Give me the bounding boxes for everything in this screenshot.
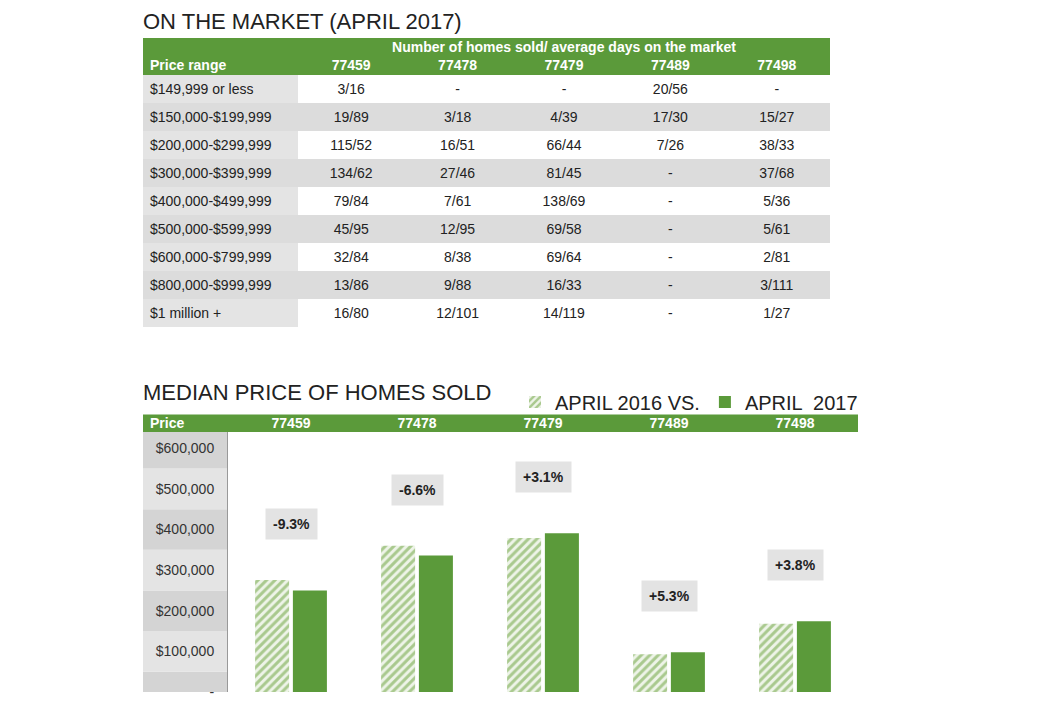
html-text:$300,000-$399,999: $300,000-$399,999 xyxy=(150,165,272,181)
html-text:13/86: 13/86 xyxy=(333,277,369,293)
html-text:20/56: 20/56 xyxy=(652,81,688,97)
html-text:69/58: 69/58 xyxy=(546,221,582,237)
html-text:Number of homes sold/ average: Number of homes sold/ average days on th… xyxy=(392,38,736,55)
html-text:66/44: 66/44 xyxy=(546,137,582,153)
html-text:3/16: 3/16 xyxy=(337,81,365,97)
html-text:$200,000-$299,999: $200,000-$299,999 xyxy=(150,137,272,153)
html-text:7/26: 7/26 xyxy=(656,137,684,153)
html-text:$150,000-$199,999: $150,000-$199,999 xyxy=(150,109,272,125)
html-text:ON THE MARKET (APRIL 2017): ON THE MARKET (APRIL 2017) xyxy=(143,9,462,34)
html-text:8/38: 8/38 xyxy=(444,249,472,265)
html-text:3/111: 3/111 xyxy=(760,277,794,293)
html-text:45/95: 45/95 xyxy=(333,221,369,237)
html-text:$1 million +: $1 million + xyxy=(150,305,222,321)
html-text:$149,999 or less: $149,999 or less xyxy=(150,81,254,97)
html-text:17/30: 17/30 xyxy=(652,109,688,125)
svg-text:APRIL 2017: APRIL 2017 xyxy=(745,392,858,414)
html-text:16/33: 16/33 xyxy=(546,277,582,293)
svg-text:$100,000: $100,000 xyxy=(156,643,215,659)
svg-text:77489: 77489 xyxy=(650,415,689,431)
html-text:$600,000-$799,999: $600,000-$799,999 xyxy=(150,249,272,265)
svg-text:APRIL 2016 VS.: APRIL 2016 VS. xyxy=(555,392,700,414)
svg-text:$600,000: $600,000 xyxy=(156,440,215,456)
svg-text:+3.1%: +3.1% xyxy=(523,469,564,485)
svg-text:77498: 77498 xyxy=(776,415,815,431)
svg-text:-9.3%: -9.3% xyxy=(273,516,310,532)
svg-text:77479: 77479 xyxy=(524,415,563,431)
svg-text:$500,000: $500,000 xyxy=(156,481,215,497)
html-text:77478: 77478 xyxy=(438,57,477,73)
svg-text:77459: 77459 xyxy=(272,415,311,431)
html-text:14/119: 14/119 xyxy=(543,305,585,321)
html-text:69/64: 69/64 xyxy=(546,249,582,265)
svg-text:-6.6%: -6.6% xyxy=(399,482,436,498)
html-text:2/81: 2/81 xyxy=(763,249,791,265)
html-text:$800,000-$999,999: $800,000-$999,999 xyxy=(150,277,272,293)
html-text:27/46: 27/46 xyxy=(440,165,476,181)
html-text:$500,000-$599,999: $500,000-$599,999 xyxy=(150,221,272,237)
svg-text:77478: 77478 xyxy=(398,415,437,431)
html-text:81/45: 81/45 xyxy=(546,165,582,181)
svg-text:$200,000: $200,000 xyxy=(156,603,215,619)
svg-text:+5.3%: +5.3% xyxy=(649,588,690,604)
html-text:5/36: 5/36 xyxy=(763,193,791,209)
html-text:9/88: 9/88 xyxy=(444,277,472,293)
svg-text:-: - xyxy=(210,684,215,700)
svg-text:+3.8%: +3.8% xyxy=(775,557,816,573)
html-text:77498: 77498 xyxy=(757,57,797,73)
html-text:32/84: 32/84 xyxy=(333,249,369,265)
html-text:77479: 77479 xyxy=(544,57,584,73)
html-text:4/39: 4/39 xyxy=(550,109,578,125)
html-text:37/68: 37/68 xyxy=(759,165,795,181)
html-text:79/84: 79/84 xyxy=(333,193,369,209)
html-text:12/95: 12/95 xyxy=(440,221,476,237)
html-text:134/62: 134/62 xyxy=(329,165,373,181)
html-text:7/61: 7/61 xyxy=(444,193,472,209)
html-text:16/51: 16/51 xyxy=(440,137,476,153)
html-text:138/69: 138/69 xyxy=(542,193,586,209)
html-text:1/27: 1/27 xyxy=(763,305,791,321)
svg-text:MEDIAN PRICE OF HOMES SOLD: MEDIAN PRICE OF HOMES SOLD xyxy=(143,380,491,405)
html-text:115/52: 115/52 xyxy=(330,137,373,153)
html-text:38/33: 38/33 xyxy=(759,137,795,153)
svg-text:Price: Price xyxy=(150,415,184,431)
html-text:19/89: 19/89 xyxy=(333,109,369,125)
html-text:77459: 77459 xyxy=(331,57,371,73)
html-text:5/61: 5/61 xyxy=(763,221,791,237)
svg-text:$400,000: $400,000 xyxy=(156,521,215,537)
html-text:15/27: 15/27 xyxy=(759,109,795,125)
html-text:16/80: 16/80 xyxy=(333,305,369,321)
html-text:Price range: Price range xyxy=(150,57,227,73)
html-text:3/18: 3/18 xyxy=(444,109,472,125)
html-text:$400,000-$499,999: $400,000-$499,999 xyxy=(150,193,272,209)
svg-text:$300,000: $300,000 xyxy=(156,562,215,578)
html-text:77489: 77489 xyxy=(650,57,690,73)
html-text:12/101: 12/101 xyxy=(436,305,479,321)
